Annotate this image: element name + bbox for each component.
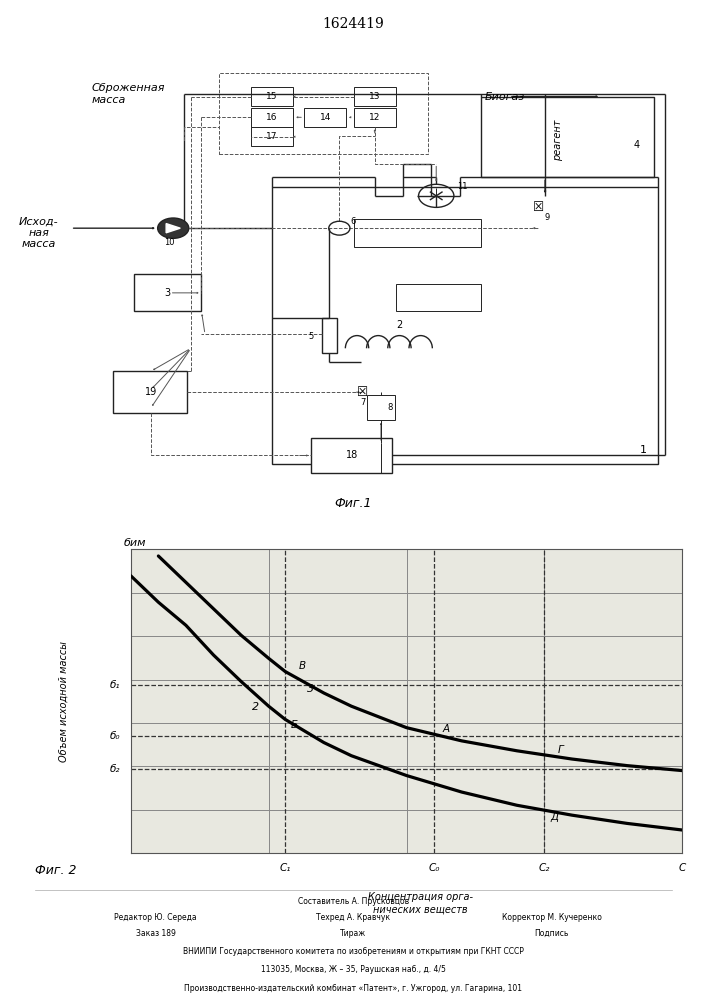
Text: б₀: б₀ — [110, 731, 120, 741]
Text: Техред А. Кравчук: Техред А. Кравчук — [317, 913, 390, 922]
Text: 1: 1 — [640, 445, 647, 455]
Text: б₁: б₁ — [110, 680, 120, 690]
Text: 1624419: 1624419 — [322, 17, 385, 31]
Text: Исход-
ная
масса: Исход- ная масса — [19, 216, 59, 249]
Text: Концентрация орга-
нических веществ: Концентрация орга- нических веществ — [368, 892, 473, 914]
Text: Составитель А. Прусковцов: Составитель А. Прусковцов — [298, 896, 409, 906]
Bar — [311, 438, 392, 473]
Bar — [113, 371, 187, 413]
Text: Тираж: Тираж — [340, 929, 367, 938]
Text: 113035, Москва, Ж – 35, Раушская наб., д. 4/5: 113035, Москва, Ж – 35, Раушская наб., д… — [261, 966, 446, 974]
Bar — [354, 87, 396, 106]
Text: Подпись: Подпись — [534, 929, 568, 938]
Text: б₂: б₂ — [110, 764, 120, 774]
Text: бим: бим — [124, 538, 146, 548]
Text: 10: 10 — [165, 238, 175, 247]
Text: Заказ 189: Заказ 189 — [136, 929, 175, 938]
Circle shape — [158, 218, 189, 238]
Bar — [219, 73, 428, 154]
Bar — [354, 219, 481, 247]
Text: Производственно-издательский комбинат «Патент», г. Ужгород, ул. Гагарина, 101: Производственно-издательский комбинат «П… — [185, 984, 522, 993]
Text: 14: 14 — [320, 113, 331, 122]
Text: 11: 11 — [457, 182, 468, 191]
Text: 17: 17 — [267, 132, 278, 141]
Bar — [304, 108, 346, 127]
Bar — [251, 127, 293, 146]
Text: 15: 15 — [267, 92, 278, 101]
Text: 13: 13 — [369, 92, 380, 101]
Text: Корректор М. Кучеренко: Корректор М. Кучеренко — [501, 913, 602, 922]
Text: 12: 12 — [369, 113, 380, 122]
Text: 16: 16 — [267, 113, 278, 122]
Bar — [322, 318, 337, 353]
Text: 5: 5 — [308, 332, 313, 341]
Bar — [354, 108, 396, 127]
Text: 3: 3 — [165, 288, 170, 298]
Bar — [251, 108, 293, 127]
Text: 19: 19 — [144, 387, 157, 397]
Bar — [251, 87, 293, 106]
Bar — [134, 274, 201, 311]
Text: Объем исходной массы: Объем исходной массы — [59, 641, 69, 762]
Text: 7: 7 — [360, 398, 366, 407]
Text: 4: 4 — [633, 140, 639, 150]
Text: Фиг.1: Фиг.1 — [334, 497, 373, 510]
Text: 6: 6 — [350, 217, 356, 226]
Text: Редактор Ю. Середа: Редактор Ю. Середа — [115, 913, 197, 922]
Text: 8: 8 — [387, 403, 393, 412]
Text: 2: 2 — [397, 320, 402, 330]
Bar — [481, 97, 654, 177]
Text: ☒: ☒ — [357, 386, 368, 399]
Text: реагент: реагент — [554, 120, 563, 161]
Text: Фиг. 2: Фиг. 2 — [35, 864, 77, 878]
Text: 9: 9 — [544, 213, 549, 222]
Polygon shape — [166, 224, 180, 233]
Bar — [396, 284, 481, 311]
Text: Сброженная
масса: Сброженная масса — [92, 83, 165, 105]
Text: ВНИИПИ Государственного комитета по изобретениям и открытиям при ГКНТ СССР: ВНИИПИ Государственного комитета по изоб… — [183, 947, 524, 956]
Text: ☒: ☒ — [533, 201, 544, 214]
Text: 18: 18 — [346, 450, 358, 460]
Bar — [272, 187, 658, 464]
Text: Биогаз: Биогаз — [484, 92, 525, 102]
Bar — [367, 394, 395, 420]
